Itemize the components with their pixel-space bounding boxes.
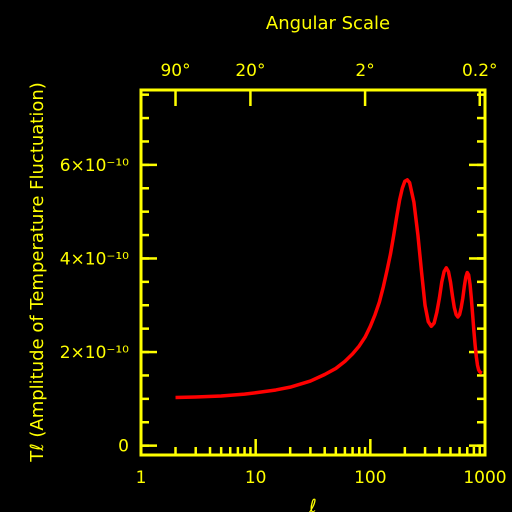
x-tick-label: 100 — [354, 468, 386, 488]
top-axis-label: Angular Scale — [266, 13, 390, 34]
x-tick-label: 1000 — [463, 468, 506, 488]
top-tick-label: 2° — [355, 61, 374, 81]
y-axis-label: Tℓ (Amplitude of Temperature Fluctuation… — [27, 82, 48, 463]
y-tick-label: 6×10⁻¹⁰ — [60, 156, 129, 176]
tick-marks — [139, 90, 487, 455]
tick-labels: 1 10 100 1000 90° 20° 2° 0.2° 0 2×10⁻¹⁰ 4×10⁻¹⁰ 6×1… — [60, 61, 507, 488]
y-tick-label: 4×10⁻¹⁰ — [60, 249, 129, 269]
y-tick-label: 2×10⁻¹⁰ — [60, 343, 129, 363]
top-tick-label: 20° — [235, 61, 265, 81]
series-line — [175, 178, 483, 400]
y-tick-label: 0 — [118, 437, 129, 457]
plot-frame — [139, 88, 487, 457]
x-tick-label: 10 — [245, 468, 267, 488]
x-tick-label: 1 — [136, 468, 147, 488]
top-tick-label: 90° — [160, 61, 190, 81]
top-tick-label: 0.2° — [462, 61, 498, 81]
x-axis-label: ℓ — [308, 496, 316, 512]
